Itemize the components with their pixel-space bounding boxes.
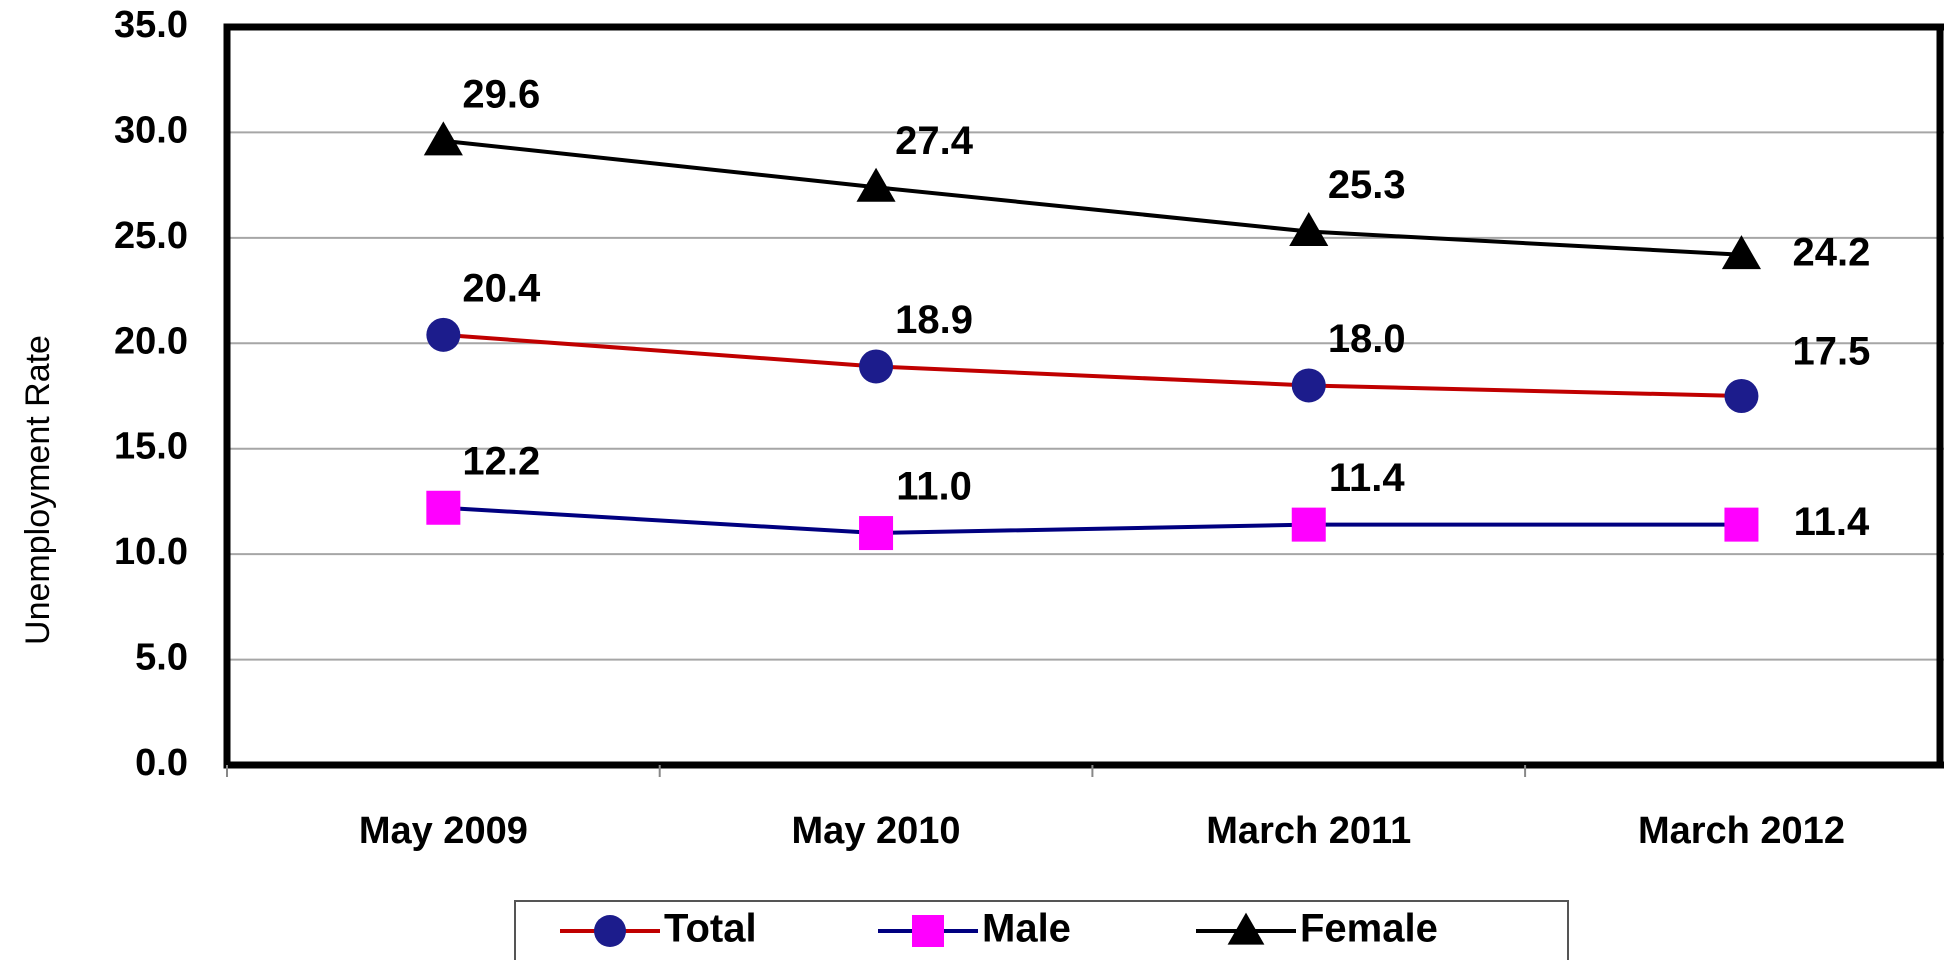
legend-marker (1227, 912, 1265, 945)
data-label: 12.2 (462, 439, 540, 483)
data-label: 27.4 (895, 119, 974, 163)
legend-label: Total (664, 907, 757, 951)
y-tick-label: 35.0 (114, 4, 188, 46)
marker (1289, 211, 1329, 246)
marker (426, 490, 461, 525)
marker (426, 317, 461, 352)
data-label: 20.4 (462, 266, 541, 310)
marker (856, 167, 896, 202)
marker (859, 516, 894, 551)
data-label: 29.6 (462, 72, 540, 116)
y-tick-label: 30.0 (114, 109, 188, 151)
legend-marker (594, 915, 626, 947)
legend-box (514, 900, 1569, 960)
marker (1724, 379, 1759, 413)
marker (1721, 235, 1761, 270)
marker (1291, 368, 1326, 403)
data-label: 11.4 (1794, 500, 1870, 544)
legend-label: Male (982, 907, 1071, 951)
data-label: 18.9 (895, 298, 973, 342)
y-tick-label: 10.0 (114, 531, 188, 573)
y-tick-label: 5.0 (135, 637, 188, 679)
legend-label: Female (1300, 907, 1438, 951)
data-label: 18.0 (1328, 317, 1406, 361)
legend-marker (912, 915, 944, 947)
marker (1291, 507, 1326, 542)
data-label: 11.0 (896, 465, 972, 509)
marker (423, 121, 463, 156)
x-tick-label: March 2012 (1638, 810, 1845, 852)
data-label: 17.5 (1793, 330, 1871, 374)
y-axis-title: Unemployment Rate (19, 335, 57, 645)
y-tick-label: 25.0 (114, 215, 188, 257)
data-label: 24.2 (1793, 230, 1871, 274)
x-tick-label: May 2010 (792, 810, 961, 852)
data-label: 11.4 (1329, 456, 1405, 500)
x-tick-label: May 2009 (359, 810, 528, 852)
marker (859, 349, 894, 384)
data-label: 25.3 (1328, 163, 1406, 207)
x-tick-label: March 2011 (1206, 810, 1411, 852)
series-line (443, 138, 1742, 257)
y-tick-label: 20.0 (114, 320, 188, 362)
series-line (443, 505, 1742, 536)
y-tick-label: 0.0 (135, 742, 188, 784)
y-tick-label: 15.0 (114, 426, 188, 468)
series-line (443, 332, 1742, 398)
marker (1724, 507, 1759, 542)
